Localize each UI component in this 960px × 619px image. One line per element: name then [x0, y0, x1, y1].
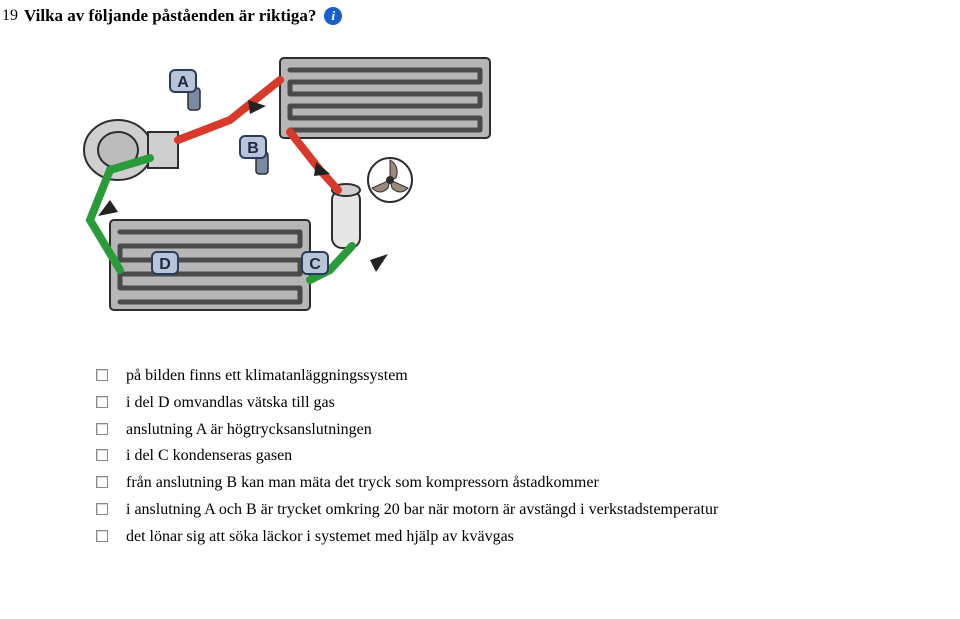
checkbox[interactable] — [96, 449, 108, 461]
option-text: det lönar sig att söka läckor i systemet… — [126, 525, 514, 550]
option-text: i del C kondenseras gasen — [126, 444, 292, 469]
label-c: C — [302, 252, 328, 274]
option-row: anslutning A är högtrycksanslutningen — [96, 418, 960, 443]
option-text: från anslutning B kan man mäta det tryck… — [126, 471, 599, 496]
option-text: i anslutning A och B är trycket omkring … — [126, 498, 718, 523]
option-text: anslutning A är högtrycksanslutningen — [126, 418, 372, 443]
fan-icon — [368, 158, 412, 202]
info-icon[interactable]: i — [324, 7, 342, 25]
option-text: i del D omvandlas vätska till gas — [126, 391, 335, 416]
option-row: i del C kondenseras gasen — [96, 444, 960, 469]
question-text: Vilka av följande påståenden är riktiga? — [24, 6, 316, 26]
option-row: i anslutning A och B är trycket omkring … — [96, 498, 960, 523]
svg-text:B: B — [247, 140, 259, 157]
condenser-upper — [280, 58, 490, 138]
checkbox[interactable] — [96, 530, 108, 542]
diagram: A B C D — [70, 40, 510, 340]
option-row: från anslutning B kan man mäta det tryck… — [96, 471, 960, 496]
checkbox[interactable] — [96, 476, 108, 488]
receiver-drier — [332, 184, 360, 248]
label-a: A — [170, 70, 196, 92]
label-b: B — [240, 136, 266, 158]
options-list: på bilden finns ett klimatanläggningssys… — [96, 364, 960, 550]
hvac-schematic: A B C D — [70, 40, 510, 340]
svg-text:A: A — [177, 74, 189, 91]
option-text: på bilden finns ett klimatanläggningssys… — [126, 364, 408, 389]
checkbox[interactable] — [96, 369, 108, 381]
svg-text:D: D — [159, 256, 171, 273]
compressor — [84, 120, 178, 180]
checkbox[interactable] — [96, 423, 108, 435]
option-row: det lönar sig att söka läckor i systemet… — [96, 525, 960, 550]
svg-text:C: C — [309, 256, 321, 273]
checkbox[interactable] — [96, 503, 108, 515]
evaporator-lower — [110, 220, 310, 310]
label-d: D — [152, 252, 178, 274]
question-number: 19 — [2, 7, 18, 25]
question-header: 19 Vilka av följande påståenden är rikti… — [2, 6, 960, 26]
option-row: på bilden finns ett klimatanläggningssys… — [96, 364, 960, 389]
option-row: i del D omvandlas vätska till gas — [96, 391, 960, 416]
checkbox[interactable] — [96, 396, 108, 408]
